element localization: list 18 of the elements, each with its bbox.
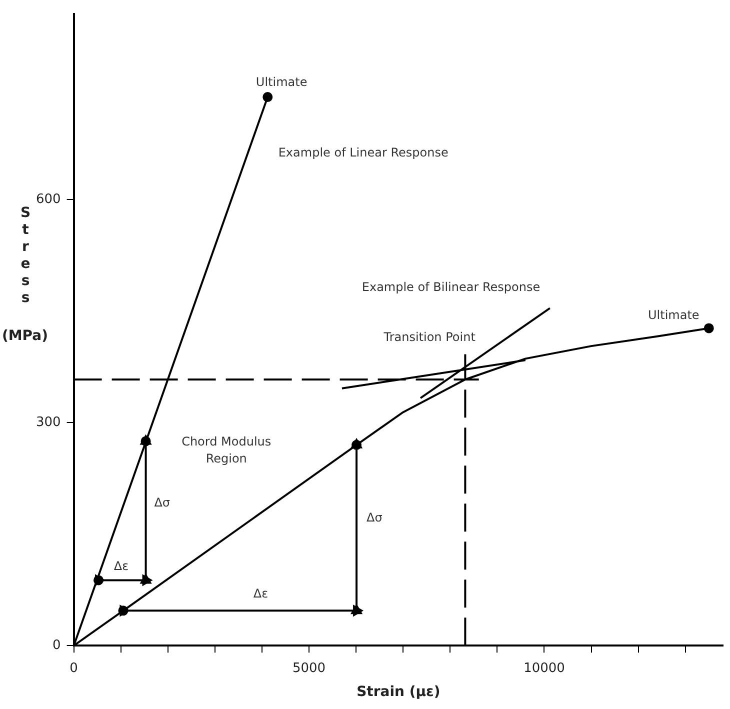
annotation: Δε [114, 558, 129, 573]
annotation: Transition Point [382, 330, 476, 344]
annotation: Δσ [366, 510, 383, 525]
annotation: Example of Linear Response [278, 146, 448, 160]
y-tick-label: 0 [52, 638, 61, 653]
annotation: Ultimate [256, 74, 308, 89]
x-tick-label: 10000 [524, 660, 565, 676]
annotation: Δσ [154, 496, 170, 510]
y-tick-label: 600 [36, 192, 61, 207]
annotation: Example of Bilinear Response [362, 280, 540, 294]
x-axis-title: Strain (με) [356, 684, 440, 700]
annotation: Δε [253, 586, 268, 601]
y-tick-label: 300 [36, 414, 61, 430]
x-tick-label: 0 [70, 660, 78, 676]
annotation: Chord Modulus Region [182, 434, 272, 466]
x-tick-label: 5000 [292, 660, 326, 676]
annotation: Ultimate [648, 308, 700, 322]
text: Stress (MPa) [2, 205, 48, 344]
